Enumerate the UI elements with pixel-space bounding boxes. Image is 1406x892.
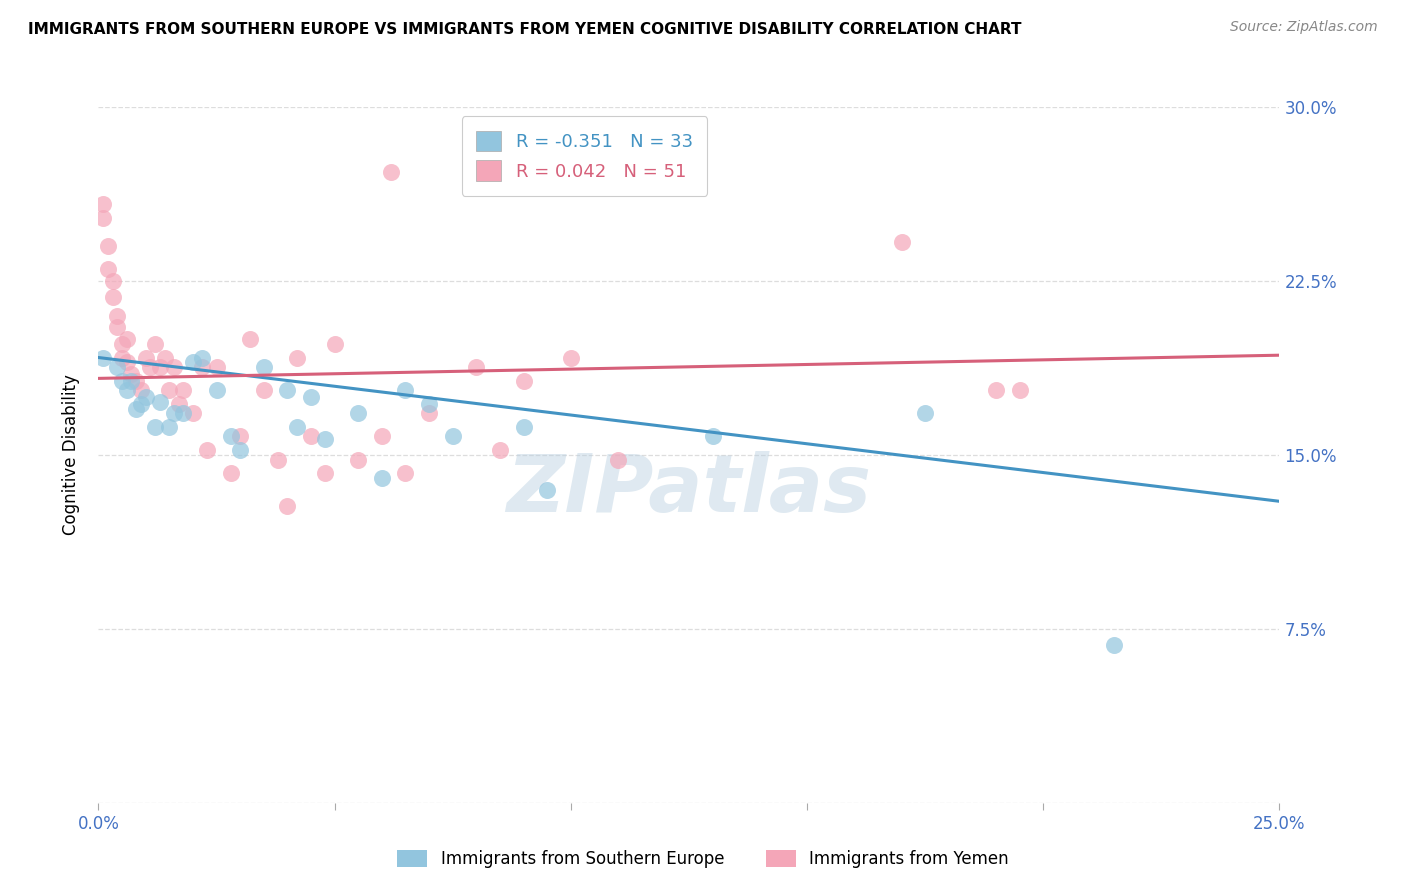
- Point: [111, 374, 134, 388]
- Point: [702, 429, 724, 443]
- Point: [163, 406, 186, 420]
- Point: [380, 165, 402, 179]
- Point: [205, 383, 228, 397]
- Point: [157, 420, 180, 434]
- Point: [149, 359, 172, 374]
- Point: [465, 359, 488, 374]
- Point: [914, 406, 936, 420]
- Point: [149, 394, 172, 409]
- Point: [276, 383, 298, 397]
- Point: [111, 351, 134, 365]
- Point: [394, 467, 416, 481]
- Point: [285, 420, 308, 434]
- Point: [347, 452, 370, 467]
- Point: [418, 397, 440, 411]
- Point: [441, 429, 464, 443]
- Legend: R = -0.351   N = 33, R = 0.042   N = 51: R = -0.351 N = 33, R = 0.042 N = 51: [461, 116, 707, 195]
- Legend: Immigrants from Southern Europe, Immigrants from Yemen: Immigrants from Southern Europe, Immigra…: [391, 843, 1015, 875]
- Point: [115, 355, 138, 369]
- Point: [135, 390, 157, 404]
- Point: [143, 336, 166, 351]
- Point: [111, 336, 134, 351]
- Point: [101, 290, 124, 304]
- Point: [347, 406, 370, 420]
- Point: [181, 355, 204, 369]
- Point: [267, 452, 290, 467]
- Point: [560, 351, 582, 365]
- Point: [314, 467, 336, 481]
- Text: Source: ZipAtlas.com: Source: ZipAtlas.com: [1230, 20, 1378, 34]
- Point: [125, 401, 148, 416]
- Point: [115, 383, 138, 397]
- Point: [1008, 383, 1031, 397]
- Point: [239, 332, 262, 346]
- Point: [536, 483, 558, 497]
- Point: [181, 406, 204, 420]
- Point: [323, 336, 346, 351]
- Point: [219, 467, 242, 481]
- Point: [984, 383, 1007, 397]
- Point: [101, 274, 124, 288]
- Point: [125, 374, 148, 388]
- Point: [371, 471, 394, 485]
- Point: [172, 383, 194, 397]
- Point: [418, 406, 440, 420]
- Point: [172, 406, 194, 420]
- Text: ZIPatlas: ZIPatlas: [506, 450, 872, 529]
- Point: [135, 351, 157, 365]
- Point: [157, 383, 180, 397]
- Point: [163, 359, 186, 374]
- Text: IMMIGRANTS FROM SOUTHERN EUROPE VS IMMIGRANTS FROM YEMEN COGNITIVE DISABILITY CO: IMMIGRANTS FROM SOUTHERN EUROPE VS IMMIG…: [28, 22, 1022, 37]
- Point: [97, 262, 120, 277]
- Point: [299, 429, 322, 443]
- Point: [121, 374, 143, 388]
- Point: [229, 443, 252, 458]
- Point: [129, 397, 152, 411]
- Point: [512, 374, 534, 388]
- Point: [607, 452, 630, 467]
- Point: [1102, 638, 1125, 652]
- Point: [890, 235, 912, 249]
- Point: [167, 397, 190, 411]
- Y-axis label: Cognitive Disability: Cognitive Disability: [62, 375, 80, 535]
- Point: [191, 351, 214, 365]
- Point: [153, 351, 176, 365]
- Point: [191, 359, 214, 374]
- Point: [314, 432, 336, 446]
- Point: [253, 359, 276, 374]
- Point: [121, 367, 143, 381]
- Point: [97, 239, 120, 253]
- Point: [285, 351, 308, 365]
- Point: [299, 390, 322, 404]
- Point: [195, 443, 218, 458]
- Point: [91, 211, 114, 226]
- Point: [105, 359, 128, 374]
- Point: [253, 383, 276, 397]
- Point: [115, 332, 138, 346]
- Point: [489, 443, 512, 458]
- Point: [143, 420, 166, 434]
- Point: [139, 359, 162, 374]
- Point: [91, 351, 114, 365]
- Point: [205, 359, 228, 374]
- Point: [129, 383, 152, 397]
- Point: [105, 320, 128, 334]
- Point: [229, 429, 252, 443]
- Point: [219, 429, 242, 443]
- Point: [512, 420, 534, 434]
- Point: [276, 499, 298, 513]
- Point: [394, 383, 416, 397]
- Point: [91, 197, 114, 211]
- Point: [371, 429, 394, 443]
- Point: [105, 309, 128, 323]
